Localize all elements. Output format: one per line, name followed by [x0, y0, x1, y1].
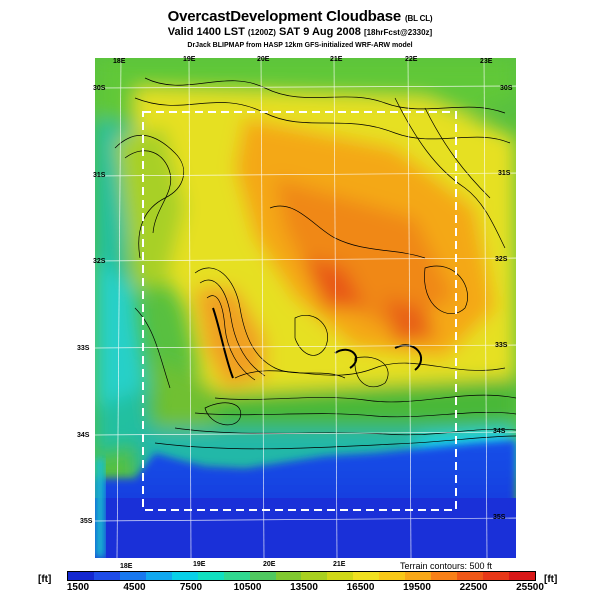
colorbar-unit-right: [ft] — [544, 574, 558, 585]
colorbar-swatch — [379, 572, 406, 580]
latlon-grid — [95, 58, 516, 558]
colorbar-swatch — [223, 572, 250, 580]
colorbar-swatch — [483, 572, 509, 580]
colorbar-swatch — [353, 572, 380, 580]
cloudbase-map — [95, 58, 516, 558]
lon-label-top: 21E — [330, 56, 343, 63]
lat-label-left: 32S — [93, 258, 106, 265]
lat-label-left: 33S — [77, 345, 90, 352]
colorbar-tick-label: 25500 — [516, 582, 544, 593]
colorbar-tick-label: 4500 — [123, 582, 146, 593]
lat-label-right: 32S — [495, 256, 508, 263]
model-credit: DrJack BLIPMAP from HASP 12km GFS-initia… — [187, 42, 413, 49]
colorbar-swatch — [327, 572, 354, 580]
colorbar-swatch — [197, 572, 224, 580]
cloudbase-field — [95, 58, 516, 478]
colorbar-tick-label: 16500 — [346, 582, 375, 593]
lat-label-right: 31S — [498, 170, 511, 177]
lon-label-bottom: 21E — [333, 561, 346, 568]
map-title: OvercastDevelopment Cloudbase (BL CL) — [167, 8, 433, 25]
colorbar-tick-label: 19500 — [403, 582, 431, 593]
colorbar-unit-left: [ft] — [38, 574, 52, 585]
colorbar — [67, 571, 536, 581]
lon-label-bottom: 20E — [263, 561, 276, 568]
lat-label-right: 35S — [493, 514, 506, 521]
lon-label-bottom: 18E — [120, 563, 133, 570]
lat-label-right: 30S — [500, 85, 513, 92]
lon-label-top: 23E — [480, 58, 493, 65]
colorbar-tick-label: 10500 — [233, 582, 262, 593]
colorbar-swatch — [93, 572, 120, 580]
valid-time: Valid 1400 LST (1200Z) SAT 9 Aug 2008 [1… — [167, 26, 433, 38]
lat-label-right: 34S — [493, 428, 506, 435]
colorbar-swatch — [275, 572, 302, 580]
lon-label-top: 22E — [405, 56, 418, 63]
colorbar-tick-label: 7500 — [179, 582, 203, 593]
lon-label-top: 18E — [113, 58, 126, 65]
colorbar-tick-label: 1500 — [66, 582, 90, 593]
colorbar-swatch — [249, 572, 276, 580]
lat-label-right: 33S — [495, 342, 508, 349]
terrain-contour-note: Terrain contours: 500 ft — [400, 561, 493, 571]
colorbar-swatch — [405, 572, 432, 580]
lat-label-left: 30S — [93, 85, 106, 92]
colorbar-swatch — [301, 572, 328, 580]
lat-label-left: 35S — [80, 518, 93, 525]
lat-label-left: 31S — [93, 172, 106, 179]
colorbar-tick-label: 13500 — [290, 582, 318, 593]
colorbar-swatch — [68, 572, 94, 580]
colorbar-swatch — [508, 572, 535, 580]
inner-domain-box — [142, 111, 457, 511]
lon-label-top: 19E — [183, 56, 196, 63]
lon-label-bottom: 19E — [193, 561, 206, 568]
colorbar-tick-label: 22500 — [459, 582, 488, 593]
colorbar-swatch — [145, 572, 172, 580]
colorbar-swatch — [431, 572, 458, 580]
colorbar-swatch — [171, 572, 198, 580]
colorbar-swatch — [457, 572, 483, 580]
lon-label-top: 20E — [257, 56, 270, 63]
lat-label-left: 34S — [77, 432, 90, 439]
terrain-contours — [114, 77, 516, 450]
colorbar-ticks: 1500 4500 7500 10500 13500 16500 19500 22500 255… — [58, 582, 548, 594]
colorbar-swatch — [119, 572, 146, 580]
